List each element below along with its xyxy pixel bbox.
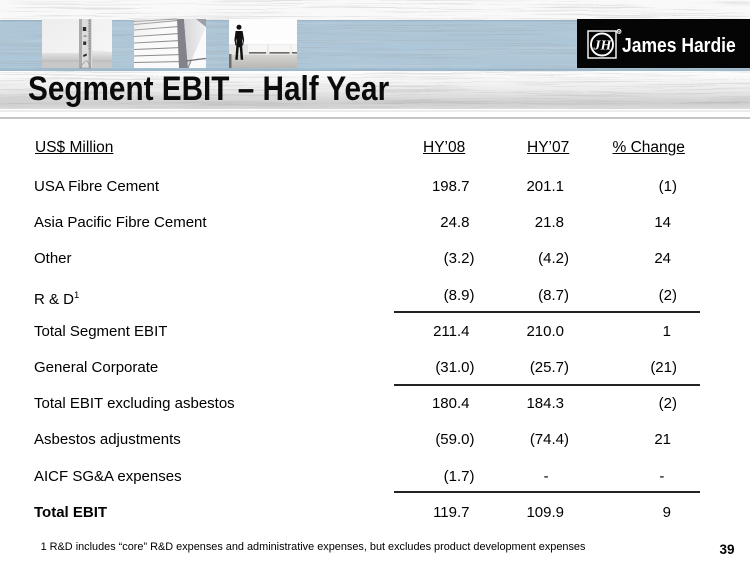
svg-text:James Hardie: James Hardie [622,34,736,56]
svg-text:JH: JH [593,39,613,54]
svg-text:R: R [617,29,621,35]
